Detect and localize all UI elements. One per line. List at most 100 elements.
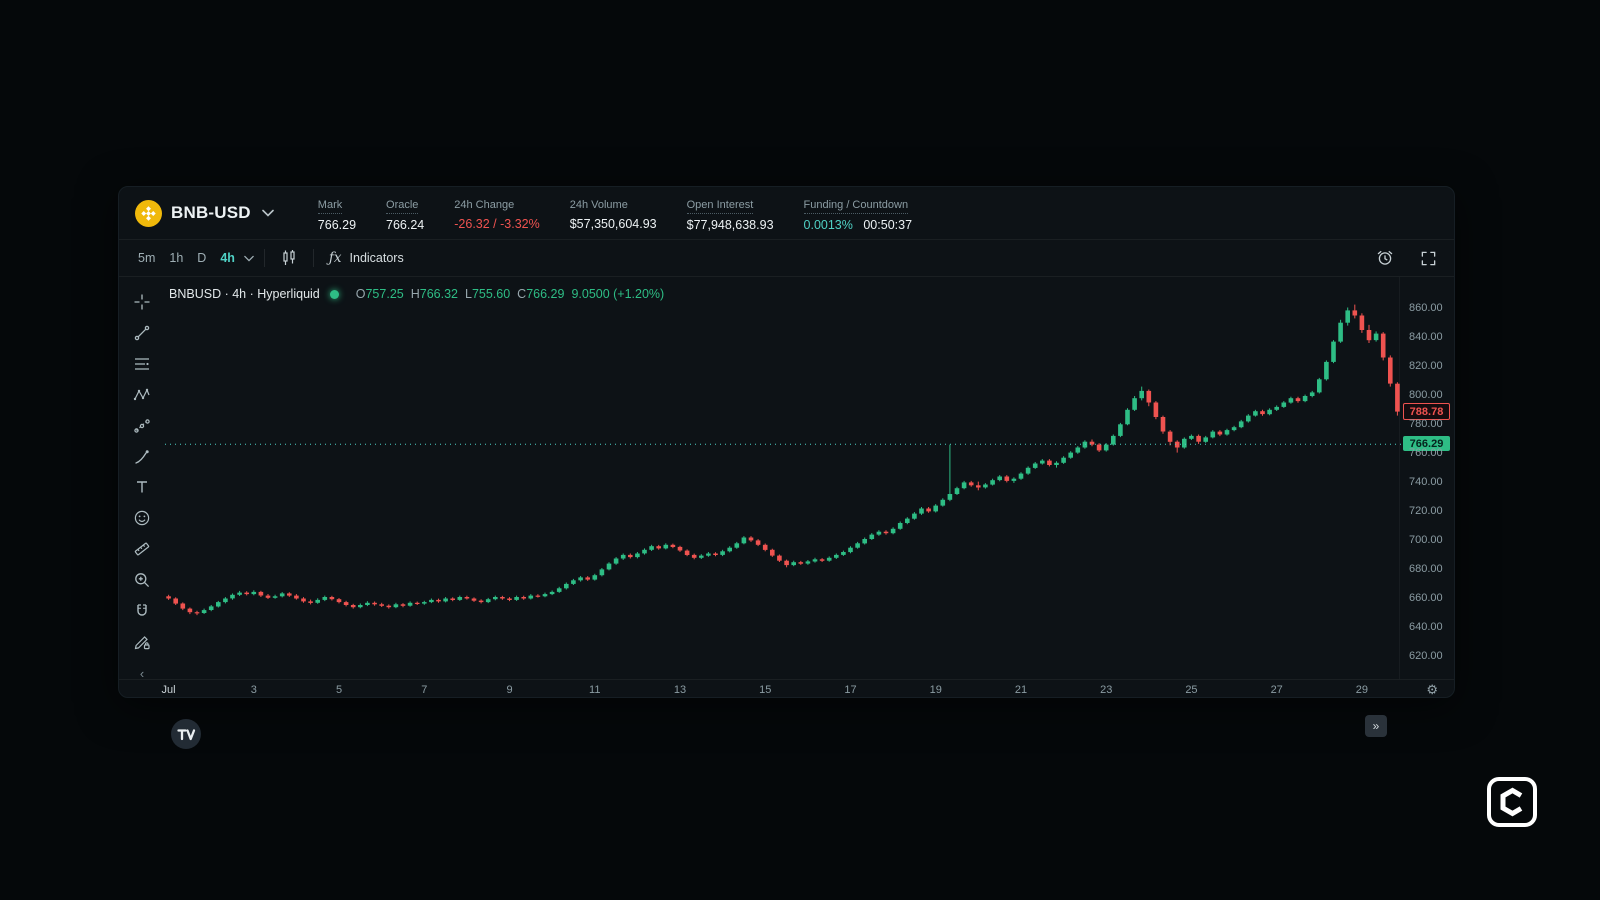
time-label: 5: [335, 684, 343, 696]
time-label: 3: [250, 684, 257, 696]
legend-open-value: 757.25: [365, 287, 404, 301]
price-tick: 820.00: [1409, 359, 1443, 372]
time-label: 15: [759, 684, 772, 696]
price-tick: 840.00: [1409, 330, 1443, 343]
expand-more-button[interactable]: »: [1365, 715, 1387, 737]
stat-funding-label[interactable]: Funding / Countdown: [803, 199, 909, 214]
stat-open-interest: Open Interest $77,948,638.93: [686, 195, 774, 232]
fullscreen-icon[interactable]: [1415, 247, 1442, 270]
stat-24h-change-label: 24h Change: [454, 199, 515, 211]
chart-area: ‹ BNBUSD · 4h · Hyperliquid O 757.25 H 766…: [119, 277, 1454, 749]
last-price-badge: 788.78: [1403, 402, 1450, 420]
stat-24h-volume: 24h Volume $57,350,604.93: [570, 195, 657, 231]
legend-close-key: C: [517, 287, 527, 301]
time-label: 7: [421, 684, 428, 696]
xabcd-pattern-icon[interactable]: [126, 380, 158, 410]
legend-low-key: L: [464, 287, 472, 301]
stat-open-interest-label[interactable]: Open Interest: [686, 199, 754, 214]
indicators-label: Indicators: [349, 251, 404, 265]
indicators-button[interactable]: ƒx Indicators: [324, 247, 409, 269]
price-tick: 620.00: [1409, 650, 1443, 662]
collapse-toolbar-icon[interactable]: ‹: [139, 666, 145, 682]
time-label: 29: [1355, 684, 1369, 696]
symbol-selector[interactable]: BNB-USD: [135, 199, 274, 227]
time-label: 9: [506, 684, 513, 696]
chart-settings-gear-icon[interactable]: ⚙: [1426, 682, 1438, 697]
emoji-icon[interactable]: [126, 503, 158, 533]
time-label: Jul: [161, 684, 176, 696]
brush-icon[interactable]: [126, 442, 158, 472]
drawing-toolbar: ‹: [119, 279, 165, 681]
stat-24h-change: 24h Change -26.32 / -3.32%: [454, 195, 539, 231]
fib-retracement-icon[interactable]: [126, 349, 158, 379]
stat-funding: Funding / Countdown 0.0013% 00:50:37: [803, 195, 913, 232]
stat-oracle-label[interactable]: Oracle: [386, 199, 419, 214]
edit-lock-icon[interactable]: [126, 627, 158, 657]
market-header: BNB-USD Mark 766.29 Oracle 766.24 24h Ch…: [119, 187, 1454, 239]
price-tick: 860.00: [1409, 301, 1443, 314]
time-label: 25: [1185, 684, 1198, 696]
stat-mark-value: 766.29: [317, 217, 357, 232]
tradingview-logo[interactable]: [171, 719, 201, 749]
price-tick: 760.00: [1409, 446, 1443, 459]
chart-legend: BNBUSD · 4h · Hyperliquid O 757.25 H 766.3…: [169, 287, 664, 301]
time-label: 23: [1100, 684, 1113, 696]
legend-low-value: 755.60: [471, 287, 511, 301]
ruler-icon[interactable]: [126, 534, 158, 564]
stat-mark: Mark 766.29: [317, 195, 357, 232]
interval-1d[interactable]: D: [197, 251, 207, 265]
price-axis[interactable]: 788.78 766.29 860.00 840.00 820.00 800.00 78…: [1399, 277, 1454, 679]
forecast-icon[interactable]: [126, 411, 158, 441]
candle-style-button[interactable]: [275, 246, 303, 270]
interval-chevron-down-icon[interactable]: [244, 255, 254, 262]
crosshair-icon[interactable]: [126, 287, 158, 317]
stat-24h-volume-label: 24h Volume: [569, 199, 628, 211]
stat-funding-value: 0.0013% 00:50:37: [804, 218, 913, 232]
price-tick: 640.00: [1409, 620, 1443, 633]
stat-mark-label[interactable]: Mark: [317, 199, 343, 214]
price-tick: 800.00: [1409, 388, 1443, 401]
legend-high-key: H: [410, 287, 420, 301]
funding-countdown: 00:50:37: [863, 217, 913, 232]
legend-change: 9.0500 (+1.20%): [571, 287, 665, 301]
divider: [263, 249, 265, 267]
legend-close-value: 766.29: [526, 287, 565, 301]
time-label: 11: [589, 684, 601, 696]
price-tick: 740.00: [1409, 475, 1443, 488]
interval-4h[interactable]: 4h: [220, 251, 235, 265]
stat-oracle-value: 766.24: [386, 217, 425, 232]
time-label: 21: [1014, 684, 1028, 696]
time-label: 19: [929, 684, 942, 696]
fx-icon: ƒx: [328, 250, 342, 266]
funding-rate: 0.0013%: [803, 217, 853, 232]
stat-open-interest-value: $77,948,638.93: [686, 217, 774, 232]
mark-price-badge: 766.29: [1403, 436, 1450, 452]
price-tick: 660.00: [1409, 591, 1443, 604]
stat-24h-volume-value: $57,350,604.93: [569, 217, 657, 231]
interval-5m[interactable]: 5m: [138, 251, 156, 265]
market-status-dot: [329, 289, 339, 299]
price-tick: 700.00: [1409, 533, 1443, 546]
price-tick: 780.00: [1409, 417, 1443, 430]
stat-24h-change-value: -26.32 / -3.32%: [454, 217, 540, 231]
trading-panel: BNB-USD Mark 766.29 Oracle 766.24 24h Ch…: [118, 186, 1455, 749]
legend-title: BNBUSD · 4h · Hyperliquid: [169, 287, 320, 301]
text-tool-icon[interactable]: [126, 473, 158, 503]
trend-line-icon[interactable]: [126, 318, 158, 348]
magnet-icon[interactable]: [126, 596, 158, 626]
candlestick-plot[interactable]: [165, 277, 1401, 679]
time-axis[interactable]: ⚙ Jul 3 5 7 9 11 13 15 17 19 21 23 25 27 29: [119, 679, 1454, 699]
time-label: 27: [1270, 684, 1283, 696]
zoom-in-icon[interactable]: [126, 565, 158, 595]
price-tick: 680.00: [1409, 562, 1443, 575]
alert-clock-icon[interactable]: [1371, 246, 1399, 270]
brand-logo: [1486, 776, 1538, 828]
price-tick: 720.00: [1409, 504, 1443, 517]
time-label: 13: [673, 684, 687, 696]
legend-high-value: 766.32: [419, 287, 458, 301]
chevron-down-icon: [261, 209, 274, 217]
interval-1h[interactable]: 1h: [169, 251, 184, 265]
symbol-name: BNB-USD: [171, 203, 251, 222]
stat-oracle: Oracle 766.24: [386, 195, 424, 232]
divider: [312, 249, 314, 267]
